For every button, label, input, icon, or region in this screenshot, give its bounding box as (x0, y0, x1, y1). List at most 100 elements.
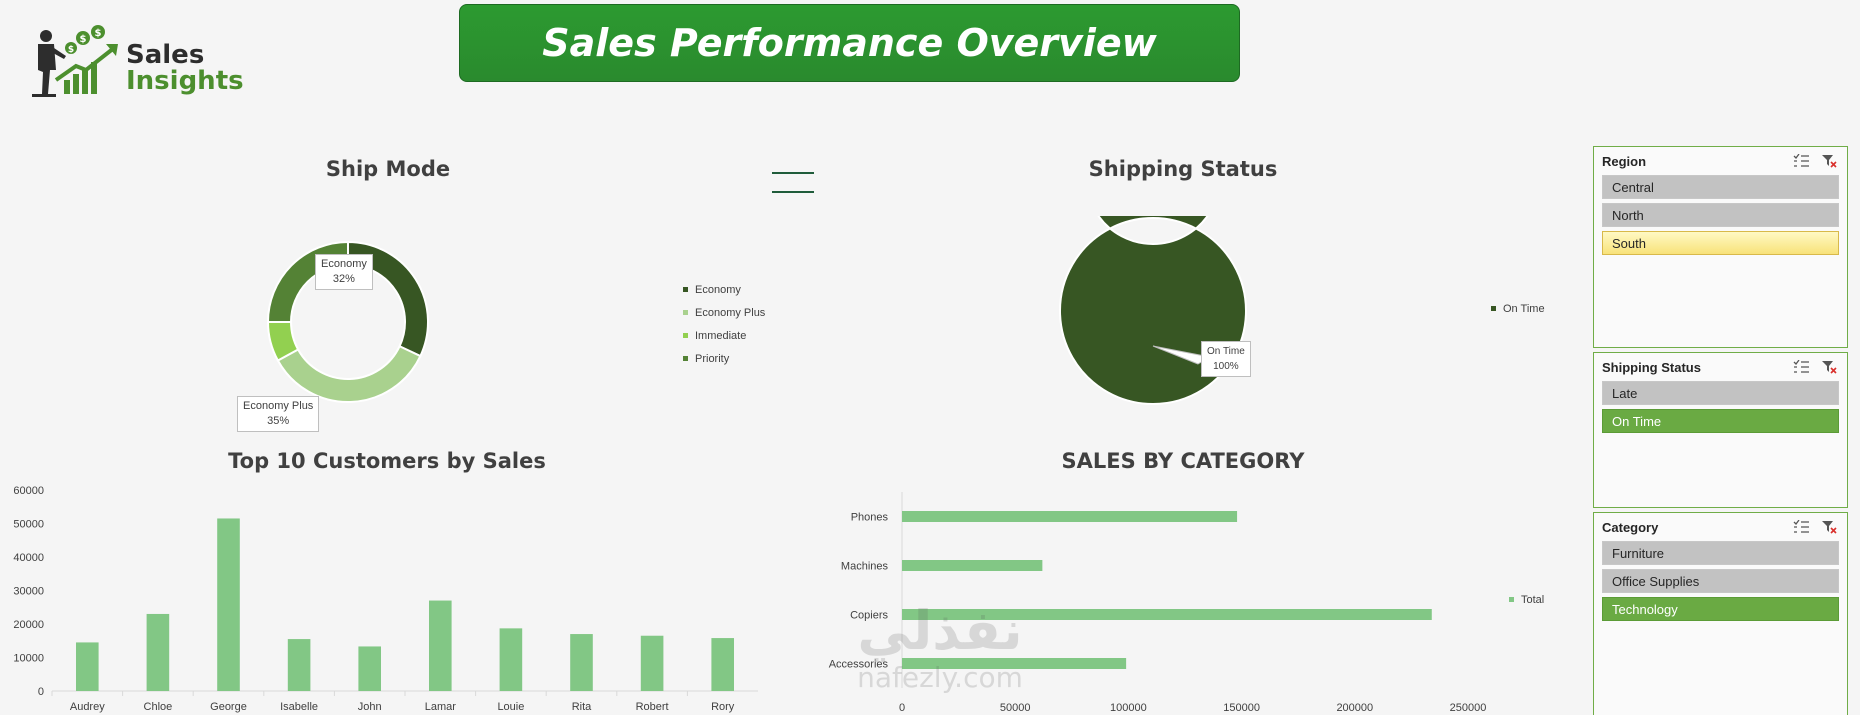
callout-economy-plus-label: Economy Plus (243, 400, 314, 412)
x-tick-label: 200000 (1336, 702, 1373, 714)
shipping-status-title: Shipping Status (1088, 157, 1278, 181)
legend-economy-plus-label: Economy Plus (695, 306, 766, 319)
x-tick-label: Chloe (144, 701, 173, 713)
x-tick-label: 0 (899, 702, 905, 714)
bar-lamar[interactable] (429, 600, 452, 691)
category-item-office-supplies[interactable]: Office Supplies (1602, 569, 1839, 593)
region-item-north[interactable]: North (1602, 203, 1839, 227)
legend-total-label: Total (1521, 593, 1545, 606)
callout-on-time-label: On Time (1207, 346, 1245, 357)
logo-text-sales: Sales (126, 40, 205, 70)
sales-by-category-bar-chart[interactable]: 0 50000 100000 150000 200000 250000 Phones Mach… (800, 480, 1580, 715)
y-tick-label: 10000 (13, 653, 44, 665)
region-item-south[interactable]: South (1602, 231, 1839, 255)
multi-select-icon[interactable] (1791, 358, 1811, 376)
x-tick-label: Isabelle (280, 701, 318, 713)
bar-rory[interactable] (711, 638, 734, 691)
bar-audrey[interactable] (76, 642, 99, 691)
y-tick-label: 20000 (13, 619, 44, 631)
region-slicer: Region Central North South (1593, 146, 1848, 348)
top-customers-bar-chart[interactable]: 0 10000 20000 30000 40000 50000 60000 Audrey Chl… (0, 480, 770, 715)
bar-machines[interactable] (902, 560, 1043, 571)
shipping-status-slicer: Shipping Status Late On Time (1593, 352, 1848, 508)
svg-text:$: $ (68, 45, 74, 55)
ship-mode-legend: Economy Economy Plus Immediate Priority (683, 278, 765, 370)
bar-chloe[interactable] (146, 613, 170, 691)
bar-george[interactable] (217, 518, 240, 691)
x-tick-label: Audrey (70, 701, 105, 713)
legend-on-time: On Time (1491, 297, 1545, 320)
bar-accessories[interactable] (902, 658, 1127, 669)
category-item-furniture[interactable]: Furniture (1602, 541, 1839, 565)
sales-insights-logo: $ $ $ Sales Insights (26, 22, 244, 102)
multi-select-icon[interactable] (1791, 152, 1811, 170)
clear-filter-icon[interactable] (1819, 358, 1839, 376)
divider-lines (772, 172, 814, 193)
shipping-status-item-late[interactable]: Late (1602, 381, 1839, 405)
svg-text:$: $ (95, 28, 102, 39)
sales-by-category-title: SALES BY CATEGORY (1061, 449, 1305, 473)
legend-economy: Economy (683, 278, 765, 301)
x-tick-label: 50000 (1000, 702, 1031, 714)
category-slicer: Category Furniture Office Supplies Techn… (1593, 512, 1848, 715)
y-tick-label: 30000 (13, 586, 44, 598)
x-tick-label: Lamar (425, 701, 457, 713)
category-item-technology[interactable]: Technology (1602, 597, 1839, 621)
y-tick-label: 60000 (13, 485, 44, 497)
x-tick-label: John (358, 701, 382, 713)
legend-immediate: Immediate (683, 324, 765, 347)
y-tick-label: Phones (851, 512, 889, 524)
businessman-chart-icon: $ $ $ (32, 25, 118, 97)
shipping-status-item-on-time[interactable]: On Time (1602, 409, 1839, 433)
x-tick-label: 250000 (1450, 702, 1487, 714)
shipping-status-legend: On Time (1491, 297, 1545, 320)
shipping-status-slicer-title: Shipping Status (1602, 359, 1701, 375)
x-tick-label: 150000 (1223, 702, 1260, 714)
x-tick-label: Rita (572, 701, 592, 713)
bar-rita[interactable] (570, 634, 593, 691)
y-tick-label: 0 (38, 686, 44, 698)
y-tick-label: Copiers (850, 610, 888, 622)
bar-copiers[interactable] (902, 609, 1432, 620)
callout-economy-plus-value: 35% (267, 415, 290, 427)
top-customers-title: Top 10 Customers by Sales (228, 449, 546, 473)
callout-economy-plus: Economy Plus 35% (237, 396, 320, 432)
bar-isabelle[interactable] (287, 639, 311, 691)
y-tick-label: 50000 (13, 519, 44, 531)
dashboard-title: Sales Performance Overview (459, 4, 1240, 82)
slice-economy-plus[interactable] (276, 344, 422, 403)
legend-immediate-label: Immediate (695, 329, 747, 342)
bar-louie[interactable] (499, 628, 523, 691)
x-tick-label: Robert (636, 701, 669, 713)
x-tick-label: George (210, 701, 247, 713)
logo-text-insights: Insights (126, 66, 244, 96)
category-legend: Total (1509, 588, 1544, 611)
watermark-latin: nafezly.com (857, 661, 1023, 694)
bar-robert[interactable] (640, 635, 664, 691)
clear-filter-icon[interactable] (1819, 152, 1839, 170)
bar-phones[interactable] (902, 511, 1238, 522)
multi-select-icon[interactable] (1791, 518, 1811, 536)
callout-economy-value: 32% (332, 273, 355, 285)
callout-on-time: On Time 100% (1201, 341, 1251, 377)
y-tick-label: 40000 (13, 552, 44, 564)
callout-economy: Economy 32% (315, 254, 373, 290)
legend-on-time-label: On Time (1503, 302, 1545, 315)
legend-priority-label: Priority (695, 352, 730, 365)
shipping-status-donut-chart[interactable] (1058, 216, 1248, 406)
callout-economy-label: Economy (321, 258, 367, 270)
bar-john[interactable] (358, 646, 381, 691)
legend-priority: Priority (683, 347, 765, 370)
callout-on-time-value: 100% (1213, 361, 1239, 372)
svg-text:$: $ (80, 34, 87, 45)
y-tick-label: Machines (841, 561, 889, 573)
region-item-central[interactable]: Central (1602, 175, 1839, 199)
watermark: نفذلي nafezly.com (820, 600, 1060, 715)
x-tick-label: Rory (711, 701, 735, 713)
clear-filter-icon[interactable] (1819, 518, 1839, 536)
legend-total: Total (1509, 588, 1544, 611)
legend-economy-plus: Economy Plus (683, 301, 765, 324)
x-tick-label: Louie (497, 701, 524, 713)
ship-mode-title: Ship Mode (325, 157, 451, 181)
category-slicer-title: Category (1602, 519, 1659, 535)
